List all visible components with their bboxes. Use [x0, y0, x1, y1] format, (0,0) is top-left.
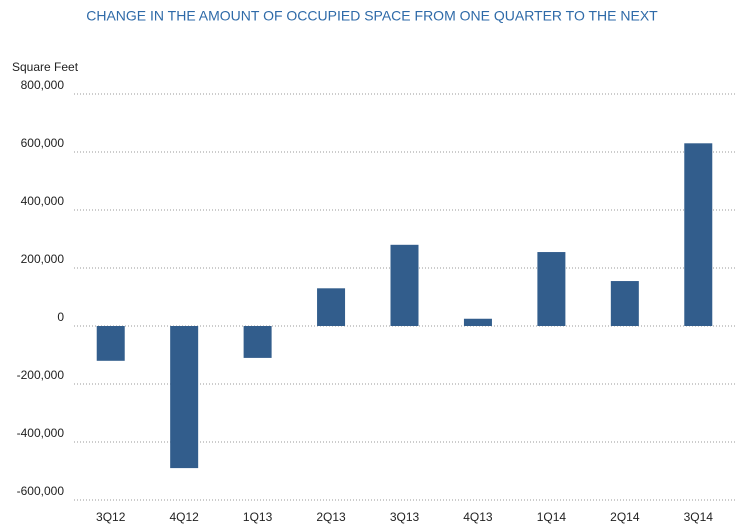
bar [317, 288, 346, 326]
bar [463, 318, 492, 326]
bar [243, 326, 272, 358]
bar [170, 326, 199, 469]
x-tick-label: 4Q12 [169, 510, 199, 524]
bar [537, 252, 566, 326]
bar [390, 244, 419, 326]
y-tick-label: 800,000 [21, 78, 65, 92]
x-tick-label: 3Q13 [390, 510, 420, 524]
x-tick-label: 1Q14 [537, 510, 567, 524]
y-axis-label: Square Feet [12, 60, 79, 74]
x-tick-label: 3Q14 [684, 510, 714, 524]
bar [96, 326, 125, 361]
x-tick-label: 2Q13 [316, 510, 346, 524]
bar [684, 143, 713, 326]
bar [610, 281, 639, 326]
x-tick-label: 1Q13 [243, 510, 273, 524]
y-tick-label: 600,000 [21, 136, 65, 150]
y-tick-label: -200,000 [17, 368, 65, 382]
y-tick-label: -400,000 [17, 426, 65, 440]
y-tick-label: 0 [57, 310, 64, 324]
y-tick-label: -600,000 [17, 484, 65, 498]
x-tick-label: 4Q13 [463, 510, 493, 524]
y-tick-label: 200,000 [21, 252, 65, 266]
chart-title: CHANGE IN THE AMOUNT OF OCCUPIED SPACE F… [86, 8, 658, 24]
x-tick-label: 2Q14 [610, 510, 640, 524]
x-tick-label: 3Q12 [96, 510, 126, 524]
y-tick-label: 400,000 [21, 194, 65, 208]
